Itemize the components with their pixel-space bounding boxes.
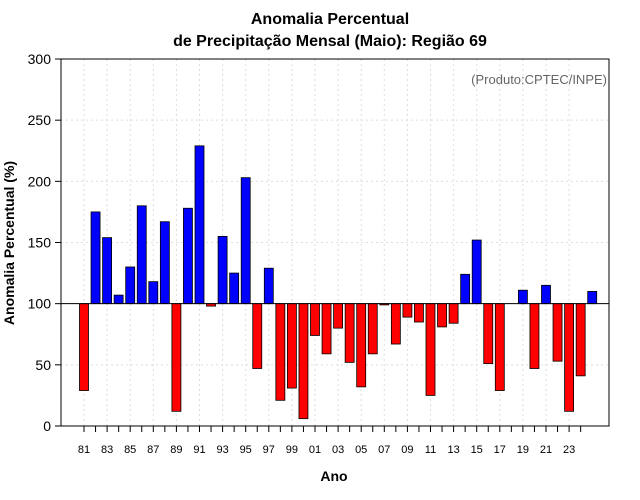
y-tick-label: 150 bbox=[28, 235, 52, 251]
bar-87 bbox=[148, 281, 159, 305]
bar-81 bbox=[79, 303, 89, 391]
bar-94 bbox=[229, 272, 240, 305]
bar-extra-44 bbox=[587, 291, 598, 305]
x-tick-label: 19 bbox=[517, 444, 529, 456]
x-tick-label: 13 bbox=[447, 444, 459, 456]
bar-08 bbox=[390, 303, 401, 345]
bar-88 bbox=[159, 221, 170, 305]
x-tick-label: 05 bbox=[355, 444, 367, 456]
x-tick-label: 17 bbox=[494, 444, 506, 456]
bar-83 bbox=[102, 237, 112, 305]
bar-24 bbox=[575, 303, 586, 377]
bar-19 bbox=[518, 289, 528, 305]
bar-86 bbox=[136, 205, 147, 305]
bar-11 bbox=[425, 303, 436, 396]
x-tick-label: 09 bbox=[401, 444, 413, 456]
bar-22 bbox=[552, 303, 563, 362]
bar-91 bbox=[194, 145, 205, 305]
bar-10 bbox=[414, 303, 424, 323]
x-tick-label: 91 bbox=[193, 444, 205, 456]
bar-16 bbox=[483, 303, 494, 365]
bar-00 bbox=[298, 303, 309, 420]
credit-label: (Produto:CPTEC/INPE) bbox=[471, 72, 607, 87]
x-axis: 81 83 85 87 89 91 93 95 97 99 01 03 05 07 09 11 13 15 17 19… bbox=[78, 426, 582, 456]
y-tick-label: 200 bbox=[28, 173, 52, 189]
bar-82 bbox=[90, 211, 101, 305]
x-tick-label: 95 bbox=[240, 444, 252, 456]
y-tick-label: 100 bbox=[28, 296, 52, 312]
chart-title: Anomalia Percentual bbox=[251, 11, 409, 28]
bar-15 bbox=[471, 239, 482, 305]
bars-layer bbox=[79, 145, 598, 420]
bar-14 bbox=[460, 273, 471, 305]
bar-02 bbox=[321, 303, 332, 355]
bar-06 bbox=[367, 303, 378, 355]
x-tick-label: 85 bbox=[124, 444, 136, 456]
bar-03 bbox=[333, 303, 344, 329]
x-tick-label: 07 bbox=[378, 444, 390, 456]
x-tick-label: 83 bbox=[101, 444, 113, 456]
bar-98 bbox=[275, 303, 286, 401]
bar-20 bbox=[529, 303, 540, 369]
bar-21 bbox=[541, 284, 551, 305]
bar-89 bbox=[171, 303, 182, 412]
bar-85 bbox=[125, 266, 136, 305]
x-tick-label: 93 bbox=[216, 444, 228, 456]
y-axis-label: Anomalia Percentual (%) bbox=[1, 161, 17, 325]
x-tick-label: 21 bbox=[540, 444, 552, 456]
y-tick-label: 0 bbox=[43, 418, 51, 434]
y-axis: 0 50 100 150 200 250 300 bbox=[28, 51, 61, 434]
x-axis-label: Ano bbox=[320, 468, 347, 484]
x-tick-label: 87 bbox=[147, 444, 159, 456]
y-tick-label: 50 bbox=[35, 357, 51, 373]
x-tick-label: 81 bbox=[78, 444, 90, 456]
bar-04 bbox=[344, 303, 355, 363]
chart-subtitle: de Precipitação Mensal (Maio): Região 69 bbox=[173, 33, 487, 50]
bar-90 bbox=[183, 207, 193, 305]
bar-17 bbox=[494, 303, 505, 391]
bar-99 bbox=[286, 303, 297, 389]
bar-05 bbox=[356, 303, 367, 388]
bar-12 bbox=[437, 303, 447, 328]
bar-09 bbox=[402, 303, 413, 318]
x-tick-label: 03 bbox=[332, 444, 344, 456]
bar-01 bbox=[310, 303, 320, 336]
bar-97 bbox=[263, 267, 274, 305]
bar-13 bbox=[448, 303, 459, 324]
x-tick-label: 23 bbox=[563, 444, 575, 456]
x-tick-label: 89 bbox=[170, 444, 182, 456]
x-tick-label: 99 bbox=[286, 444, 298, 456]
bar-84 bbox=[113, 294, 124, 305]
bar-23 bbox=[564, 303, 574, 412]
y-tick-label: 300 bbox=[28, 51, 52, 67]
x-tick-label: 15 bbox=[471, 444, 483, 456]
x-tick-label: 97 bbox=[263, 444, 275, 456]
bar-93 bbox=[217, 235, 228, 305]
y-tick-label: 250 bbox=[28, 112, 52, 128]
bar-96 bbox=[252, 303, 263, 369]
bar-95 bbox=[240, 177, 251, 305]
x-tick-label: 01 bbox=[309, 444, 321, 456]
x-tick-label: 11 bbox=[425, 444, 436, 456]
